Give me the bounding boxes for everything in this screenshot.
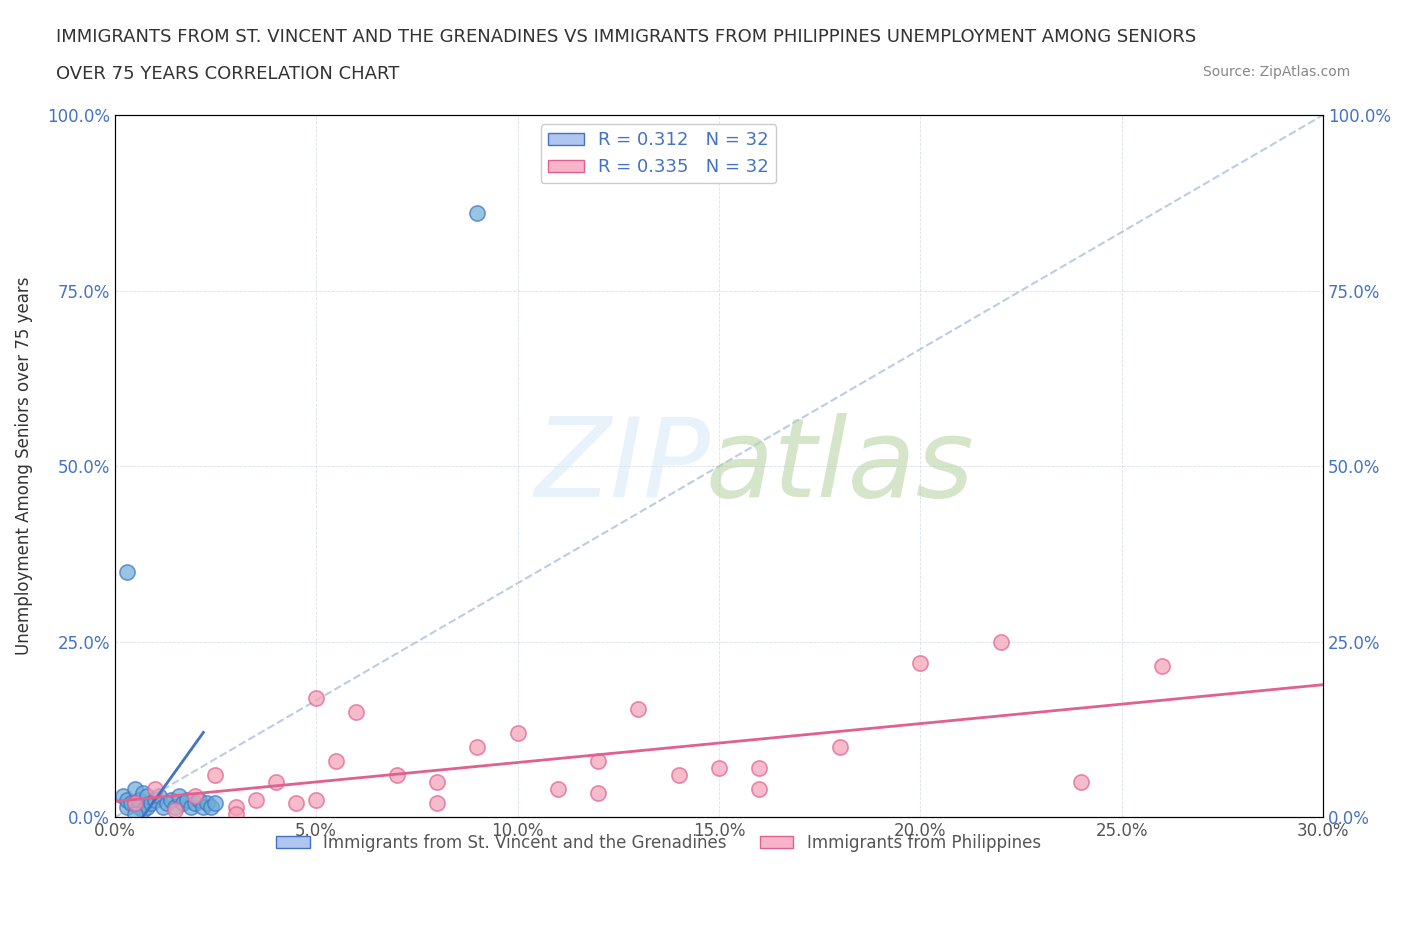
Point bbox=[165, 800, 187, 815]
Point bbox=[426, 796, 449, 811]
Point bbox=[1070, 775, 1092, 790]
Point bbox=[132, 803, 155, 817]
Text: Source: ZipAtlas.com: Source: ZipAtlas.com bbox=[1202, 65, 1350, 79]
Point bbox=[748, 782, 770, 797]
Point bbox=[264, 775, 287, 790]
Point bbox=[465, 206, 488, 220]
Point bbox=[184, 796, 207, 811]
Point bbox=[172, 796, 194, 811]
Point bbox=[124, 806, 146, 821]
Point bbox=[165, 803, 187, 817]
Point bbox=[245, 792, 267, 807]
Point bbox=[627, 701, 650, 716]
Point bbox=[143, 782, 166, 797]
Point bbox=[1150, 659, 1173, 674]
Point bbox=[124, 782, 146, 797]
Point bbox=[132, 785, 155, 800]
Text: atlas: atlas bbox=[706, 413, 974, 520]
Point bbox=[586, 754, 609, 769]
Point bbox=[748, 761, 770, 776]
Point bbox=[148, 789, 170, 804]
Point bbox=[385, 768, 408, 783]
Point bbox=[828, 739, 851, 754]
Y-axis label: Unemployment Among Seniors over 75 years: Unemployment Among Seniors over 75 years bbox=[15, 277, 32, 656]
Point bbox=[426, 775, 449, 790]
Point bbox=[225, 800, 247, 815]
Point bbox=[115, 792, 138, 807]
Point bbox=[111, 789, 134, 804]
Point bbox=[143, 792, 166, 807]
Point bbox=[200, 800, 222, 815]
Legend: Immigrants from St. Vincent and the Grenadines, Immigrants from Philippines: Immigrants from St. Vincent and the Gren… bbox=[270, 827, 1047, 858]
Point bbox=[115, 565, 138, 579]
Point bbox=[668, 768, 690, 783]
Point bbox=[115, 800, 138, 815]
Point bbox=[139, 796, 162, 811]
Point bbox=[325, 754, 347, 769]
Point bbox=[204, 796, 226, 811]
Point bbox=[990, 634, 1012, 649]
Point bbox=[910, 656, 932, 671]
Point bbox=[204, 768, 226, 783]
Point bbox=[305, 691, 328, 706]
Point bbox=[184, 789, 207, 804]
Point bbox=[180, 800, 202, 815]
Point bbox=[152, 800, 174, 815]
Point bbox=[465, 739, 488, 754]
Point bbox=[707, 761, 730, 776]
Point bbox=[188, 792, 211, 807]
Point bbox=[124, 796, 146, 811]
Point bbox=[167, 789, 190, 804]
Point bbox=[136, 789, 159, 804]
Point bbox=[346, 705, 368, 720]
Point bbox=[128, 792, 150, 807]
Text: OVER 75 YEARS CORRELATION CHART: OVER 75 YEARS CORRELATION CHART bbox=[56, 65, 399, 83]
Point bbox=[128, 800, 150, 815]
Point bbox=[120, 796, 142, 811]
Point bbox=[176, 792, 198, 807]
Point bbox=[285, 796, 308, 811]
Point bbox=[124, 796, 146, 811]
Point bbox=[225, 806, 247, 821]
Point bbox=[586, 785, 609, 800]
Point bbox=[136, 800, 159, 815]
Point bbox=[193, 800, 215, 815]
Point bbox=[547, 782, 569, 797]
Text: ZIP: ZIP bbox=[534, 413, 710, 520]
Point bbox=[305, 792, 328, 807]
Point bbox=[506, 725, 529, 740]
Point bbox=[156, 796, 179, 811]
Point bbox=[160, 792, 183, 807]
Text: IMMIGRANTS FROM ST. VINCENT AND THE GRENADINES VS IMMIGRANTS FROM PHILIPPINES UN: IMMIGRANTS FROM ST. VINCENT AND THE GREN… bbox=[56, 28, 1197, 46]
Point bbox=[197, 796, 219, 811]
